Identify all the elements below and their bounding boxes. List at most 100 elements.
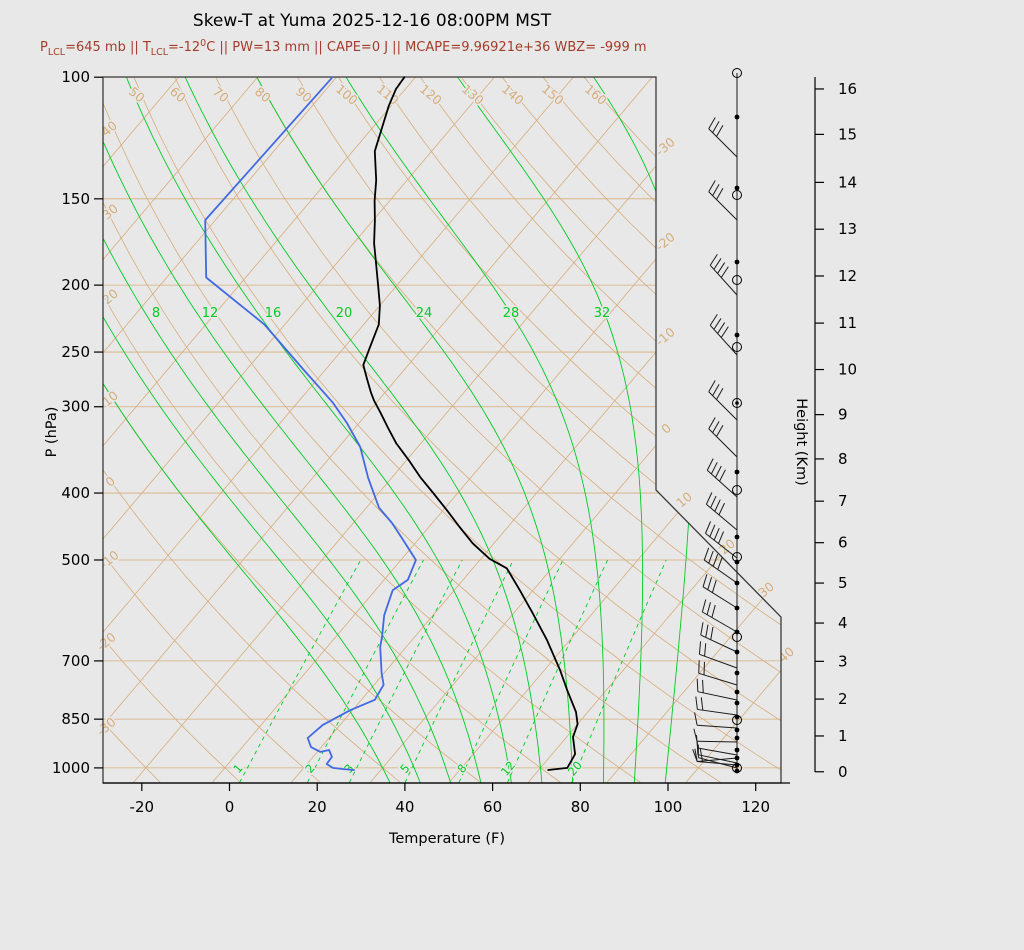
wind-barb-shaft (708, 191, 738, 221)
wind-barb-flag (712, 121, 720, 133)
wind-barb-shaft (705, 532, 738, 559)
height-tick-label: 9 (838, 406, 848, 424)
dry-adiabat-line (103, 77, 241, 783)
wind-barb-flag (718, 502, 725, 516)
wind-barb-shaft (697, 761, 738, 766)
wind-barb-flag (700, 622, 704, 636)
temperature-curve (362, 76, 579, 771)
mixing-ratio-line (239, 559, 362, 783)
wind-level-dot (734, 727, 740, 733)
pressure-tick-label: 100 (61, 68, 90, 86)
wind-barb-column (692, 68, 742, 774)
wind-barb-flag (694, 748, 698, 762)
isotherm-line (103, 77, 259, 783)
wind-barb-flag (712, 184, 720, 196)
wind-barb-flag (716, 124, 724, 137)
wind-barb-flag (710, 495, 717, 509)
wind-level-dot (734, 534, 740, 540)
wind-barb-flag (716, 424, 724, 437)
mixing-ratio-line (458, 559, 564, 783)
wind-barb-shaft (697, 691, 738, 701)
pressure-tick-label: 300 (61, 398, 90, 416)
wind-level-dot (734, 649, 740, 655)
wind-barb-flag (713, 258, 722, 270)
wind-level-dot (734, 259, 740, 265)
dry-adiabat-line (103, 77, 401, 783)
height-tick-label: 5 (838, 574, 848, 592)
temperature-tick-label: 60 (483, 798, 502, 816)
wind-level-dot (734, 670, 740, 676)
wind-barb-flag (709, 524, 716, 537)
dry-adiabat-line (133, 77, 781, 783)
height-tick-label: 2 (838, 690, 848, 708)
pressure-axis-label: P (hPa) (44, 407, 60, 458)
wind-level-dot (734, 469, 740, 475)
moist-adiabat-line (125, 77, 512, 783)
height-tick-label: 10 (838, 361, 857, 379)
height-tick-label: 14 (838, 173, 857, 191)
moist-adiabat-label: 32 (594, 306, 611, 321)
wind-barb-flag (715, 465, 722, 478)
moist-adiabat-line (103, 77, 452, 783)
mixing-ratio-line (306, 559, 424, 783)
wind-barb-flag (716, 187, 724, 200)
wind-level-dot (734, 700, 740, 706)
wind-barb-shaft (702, 586, 738, 609)
mixing-ratio-line (507, 559, 609, 783)
wind-level-dot (734, 735, 740, 741)
height-tick-label: 7 (838, 492, 848, 510)
wind-barb-flag (700, 697, 704, 711)
wind-barb-flag (708, 180, 716, 192)
wind-barb-shaft (698, 672, 738, 686)
wind-barb-flag (710, 626, 714, 640)
moist-adiabat-label: 16 (265, 306, 282, 321)
wind-barb-flag (705, 624, 709, 638)
mixing-ratio-line (404, 559, 514, 783)
wind-barb-flag (709, 254, 718, 266)
wind-barb-shaft (708, 391, 738, 421)
wind-barb-flag (702, 574, 708, 587)
temperature-tick-label: 80 (571, 798, 590, 816)
wind-barb-flag (714, 499, 721, 512)
wind-barb-flag (713, 318, 722, 330)
height-tick-label: 15 (838, 125, 857, 143)
wind-barb-flag (717, 322, 726, 334)
moist-adiabat-line (103, 77, 421, 783)
wind-barb-shaft (703, 559, 738, 584)
wind-barb-shaft (697, 754, 738, 764)
wind-barb-flag (705, 521, 712, 534)
pressure-tick-label: 500 (61, 551, 90, 569)
pressure-tick-label: 700 (61, 652, 90, 670)
wind-barb-shaft (709, 264, 738, 296)
temperature-tick-label: 120 (741, 798, 770, 816)
wind-barb-shaft (706, 503, 738, 531)
height-tick-label: 8 (838, 450, 848, 468)
wind-barb-flag (708, 417, 716, 429)
wind-level-dot (734, 689, 740, 695)
wind-level-dot (734, 755, 740, 761)
wind-barb-flag (702, 679, 704, 693)
wind-barb-flag (695, 696, 698, 710)
wind-barb-flag (701, 599, 707, 613)
dry-adiabat-line (103, 77, 561, 783)
wind-barb-flag (696, 678, 699, 692)
wind-barb-shaft (699, 653, 738, 669)
wind-level-dot (734, 114, 740, 120)
wind-barb-flag (698, 641, 702, 655)
wind-barb-flag (710, 462, 718, 475)
moist-adiabat-line (103, 77, 391, 783)
isotherm-line (132, 77, 732, 783)
wind-barb-shaft (698, 757, 738, 769)
wind-barb-flag (720, 266, 729, 278)
mixing-ratio-line (348, 559, 463, 783)
temperature-axis: -20 0 20 40 60 80 100 120 (103, 782, 790, 816)
wind-barb-shaft (702, 611, 738, 633)
dry-adiabat-line (103, 77, 641, 783)
moist-adiabat-label: 24 (416, 306, 433, 321)
wind-barb-shaft (708, 428, 738, 458)
wind-barb-flag (703, 547, 710, 561)
wind-level-circle (732, 68, 742, 78)
wind-level-dot (734, 580, 740, 586)
height-tick-label: 3 (838, 652, 848, 670)
